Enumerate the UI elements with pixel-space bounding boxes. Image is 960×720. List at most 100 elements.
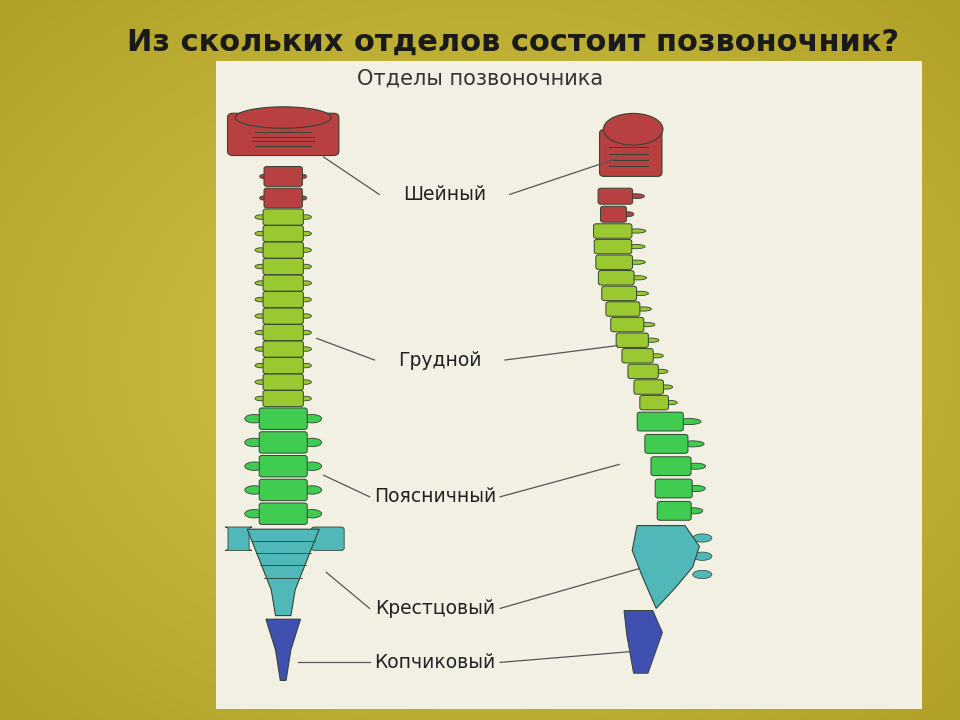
FancyBboxPatch shape <box>651 456 691 476</box>
Ellipse shape <box>677 418 701 425</box>
FancyBboxPatch shape <box>263 374 303 390</box>
FancyBboxPatch shape <box>263 308 303 324</box>
FancyBboxPatch shape <box>606 302 640 316</box>
Ellipse shape <box>693 552 712 560</box>
Ellipse shape <box>638 323 655 327</box>
FancyBboxPatch shape <box>259 408 307 429</box>
Ellipse shape <box>604 113 663 145</box>
Ellipse shape <box>300 215 311 220</box>
Text: Из скольких отделов состоит позвоночник?: Из скольких отделов состоит позвоночник? <box>127 27 899 56</box>
Ellipse shape <box>626 229 646 233</box>
Ellipse shape <box>299 196 306 200</box>
Ellipse shape <box>300 231 311 236</box>
Text: Крестцовый: Крестцовый <box>374 599 495 618</box>
Ellipse shape <box>255 379 267 384</box>
Ellipse shape <box>631 292 649 295</box>
Ellipse shape <box>255 330 267 335</box>
Ellipse shape <box>300 330 311 335</box>
Ellipse shape <box>300 379 311 384</box>
Ellipse shape <box>255 231 267 236</box>
Ellipse shape <box>245 486 264 494</box>
Ellipse shape <box>255 281 267 285</box>
FancyBboxPatch shape <box>593 224 632 238</box>
FancyBboxPatch shape <box>655 479 692 498</box>
Ellipse shape <box>300 248 311 252</box>
Ellipse shape <box>302 438 322 446</box>
FancyBboxPatch shape <box>594 239 632 254</box>
Ellipse shape <box>300 364 311 368</box>
Ellipse shape <box>302 462 322 470</box>
Ellipse shape <box>302 510 322 518</box>
Ellipse shape <box>255 347 267 351</box>
FancyBboxPatch shape <box>263 242 303 258</box>
Ellipse shape <box>622 212 634 217</box>
FancyBboxPatch shape <box>628 364 659 379</box>
Ellipse shape <box>260 174 268 179</box>
FancyBboxPatch shape <box>263 292 303 307</box>
Text: Грудной: Грудной <box>398 351 481 369</box>
Text: Копчиковый: Копчиковый <box>374 653 495 672</box>
Ellipse shape <box>300 347 311 351</box>
Ellipse shape <box>648 354 663 358</box>
Ellipse shape <box>653 369 668 374</box>
FancyBboxPatch shape <box>259 456 307 477</box>
FancyBboxPatch shape <box>637 412 684 431</box>
Ellipse shape <box>686 485 706 492</box>
Ellipse shape <box>663 400 677 405</box>
Ellipse shape <box>635 307 652 311</box>
FancyBboxPatch shape <box>263 209 303 225</box>
Polygon shape <box>633 526 700 608</box>
Ellipse shape <box>682 441 704 447</box>
FancyBboxPatch shape <box>602 286 636 301</box>
Ellipse shape <box>245 438 264 446</box>
Ellipse shape <box>255 396 267 401</box>
Ellipse shape <box>299 174 306 179</box>
FancyBboxPatch shape <box>263 225 303 242</box>
FancyBboxPatch shape <box>225 527 252 550</box>
Ellipse shape <box>255 248 267 252</box>
Ellipse shape <box>300 264 311 269</box>
FancyBboxPatch shape <box>596 255 633 269</box>
Text: Отделы позвоночника: Отделы позвоночника <box>357 68 603 89</box>
FancyBboxPatch shape <box>263 390 303 407</box>
FancyBboxPatch shape <box>311 527 345 550</box>
FancyBboxPatch shape <box>598 188 633 204</box>
Ellipse shape <box>255 264 267 269</box>
FancyBboxPatch shape <box>616 333 648 348</box>
FancyBboxPatch shape <box>259 432 307 453</box>
Ellipse shape <box>302 486 322 494</box>
FancyBboxPatch shape <box>259 480 307 500</box>
FancyBboxPatch shape <box>263 357 303 374</box>
FancyBboxPatch shape <box>216 61 922 709</box>
FancyBboxPatch shape <box>264 166 302 186</box>
Polygon shape <box>624 611 662 673</box>
FancyBboxPatch shape <box>645 434 688 454</box>
FancyBboxPatch shape <box>601 206 627 222</box>
Ellipse shape <box>255 215 267 220</box>
FancyBboxPatch shape <box>263 325 303 341</box>
Polygon shape <box>248 529 319 616</box>
Ellipse shape <box>255 314 267 318</box>
Ellipse shape <box>627 260 645 264</box>
Ellipse shape <box>300 281 311 285</box>
Ellipse shape <box>659 385 673 389</box>
Ellipse shape <box>300 297 311 302</box>
FancyBboxPatch shape <box>228 113 339 156</box>
Text: Поясничный: Поясничный <box>373 487 496 506</box>
Ellipse shape <box>245 510 264 518</box>
Ellipse shape <box>693 534 712 542</box>
FancyBboxPatch shape <box>611 318 644 332</box>
Ellipse shape <box>693 570 712 579</box>
Ellipse shape <box>245 415 264 423</box>
Ellipse shape <box>300 396 311 401</box>
Ellipse shape <box>300 314 311 318</box>
Ellipse shape <box>255 364 267 368</box>
Ellipse shape <box>302 415 322 423</box>
Ellipse shape <box>629 276 646 280</box>
FancyBboxPatch shape <box>634 379 663 395</box>
Ellipse shape <box>627 194 644 199</box>
FancyBboxPatch shape <box>263 258 303 274</box>
Ellipse shape <box>255 297 267 302</box>
Ellipse shape <box>260 196 268 200</box>
FancyBboxPatch shape <box>658 501 691 521</box>
